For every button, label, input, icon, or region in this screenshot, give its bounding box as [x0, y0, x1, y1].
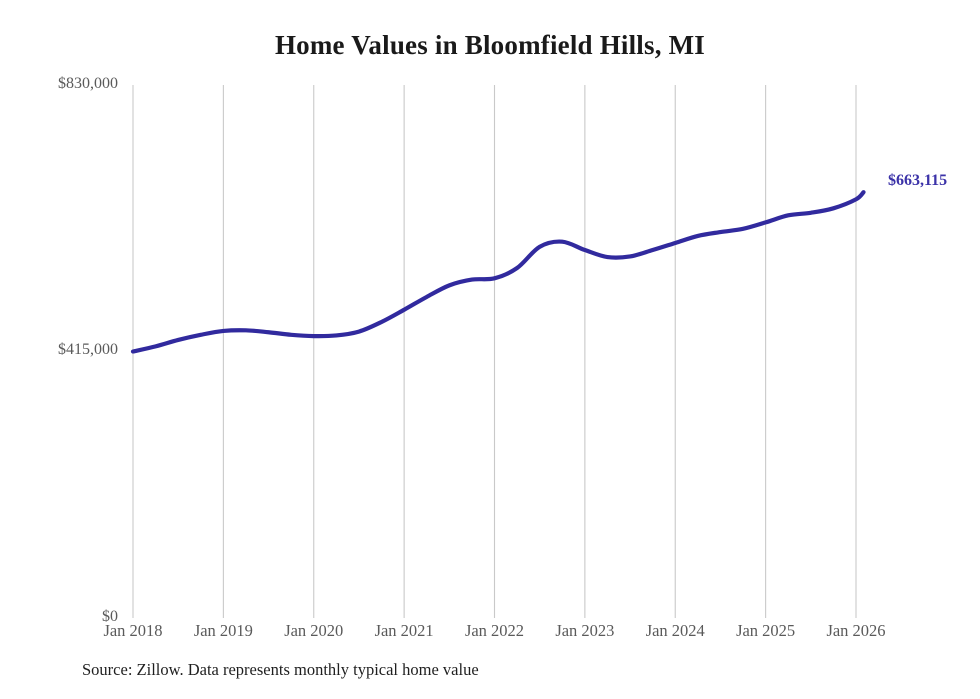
x-axis-tick-label: Jan 2026 — [826, 621, 886, 640]
gridlines — [132, 85, 857, 618]
x-axis-tick-label: Jan 2019 — [193, 621, 253, 640]
x-axis-tick-label: Jan 2020 — [284, 621, 344, 640]
x-axis-tick-label: Jan 2023 — [555, 621, 615, 640]
x-axis-tick-label: Jan 2025 — [736, 621, 796, 640]
x-axis-tick-label: Jan 2021 — [374, 621, 434, 640]
y-axis-tick-label-mid: $415,000 — [58, 341, 118, 358]
chart-title: Home Values in Bloomfield Hills, MI — [274, 30, 706, 60]
series-line — [130, 190, 866, 354]
x-axis-tick-label: Jan 2022 — [464, 621, 525, 640]
y-axis-tick-label-max: $830,000 — [58, 75, 118, 92]
x-axis-tick-label: Jan 2024 — [645, 621, 705, 640]
y-axis-tick-label-zero: $0 — [102, 608, 118, 625]
source-note: Source: Zillow. Data represents monthly … — [82, 660, 479, 679]
x-axis-tick-label: Jan 2018 — [103, 621, 163, 640]
end-value-annotation: $663,115 — [888, 172, 948, 189]
series-lines — [130, 190, 866, 354]
